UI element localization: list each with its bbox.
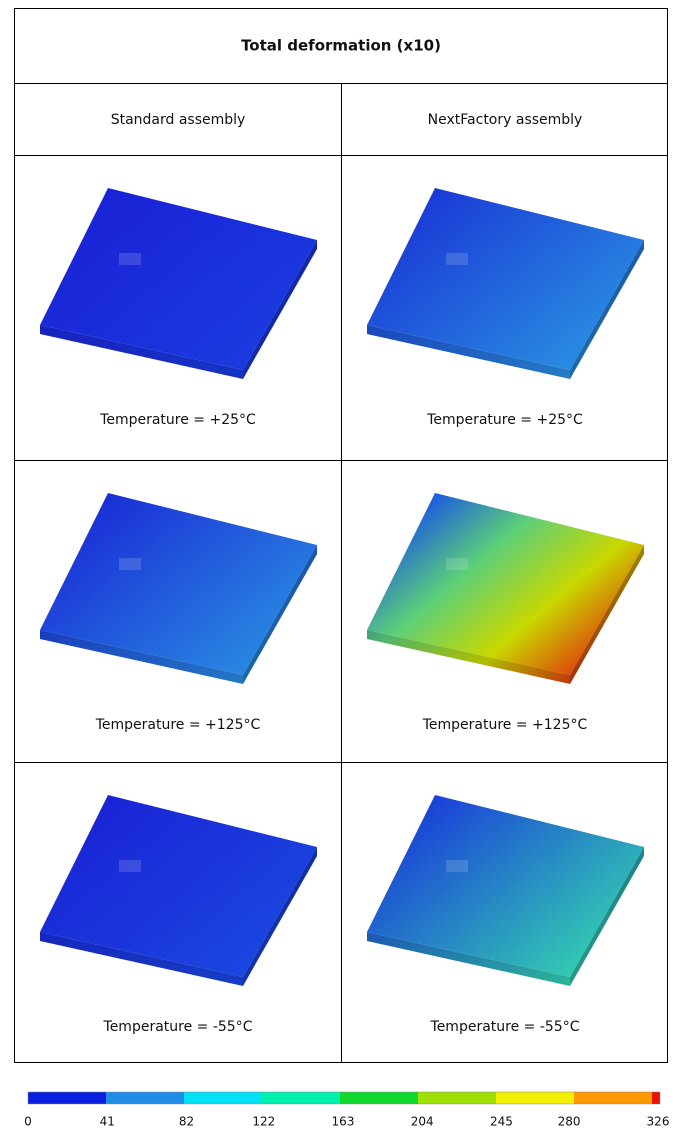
temperature-label: Temperature = +125°C — [95, 717, 261, 733]
colorbar-tick-label: 41 — [100, 1115, 115, 1129]
figure: Total deformation (x10) Standard assembl… — [0, 0, 679, 1131]
colorbar-tick-label: 326 — [647, 1115, 670, 1129]
temperature-label: Temperature = -55°C — [430, 1019, 580, 1035]
chip — [119, 860, 141, 872]
color-segment — [106, 1092, 184, 1104]
color-segment — [340, 1092, 418, 1104]
colorbar-tick-label: 122 — [252, 1115, 275, 1129]
colorbar-tick-label: 163 — [332, 1115, 355, 1129]
chip — [446, 860, 468, 872]
chip — [119, 558, 141, 570]
chip — [119, 253, 141, 265]
chip — [446, 558, 468, 570]
colorbar-tick-label: 204 — [411, 1115, 434, 1129]
temperature-label: Temperature = +25°C — [426, 412, 583, 428]
color-segment — [184, 1092, 262, 1104]
temperature-label: Temperature = +25°C — [99, 412, 256, 428]
colorbar-tick-label: 0 — [24, 1115, 32, 1129]
colorbar-tick-label: 280 — [558, 1115, 581, 1129]
chip — [446, 253, 468, 265]
column-header: NextFactory assembly — [428, 112, 583, 128]
colorbar-tick-label: 82 — [179, 1115, 194, 1129]
column-header: Standard assembly — [111, 112, 246, 128]
color-segment — [418, 1092, 496, 1104]
color-segment — [28, 1092, 106, 1104]
figure-title: Total deformation (x10) — [241, 37, 441, 55]
colorbar-tick-label: 245 — [490, 1115, 513, 1129]
color-segment — [574, 1092, 652, 1104]
temperature-label: Temperature = -55°C — [103, 1019, 253, 1035]
color-segment — [262, 1092, 340, 1104]
color-segment — [496, 1092, 574, 1104]
temperature-label: Temperature = +125°C — [422, 717, 588, 733]
color-segment — [652, 1092, 660, 1104]
